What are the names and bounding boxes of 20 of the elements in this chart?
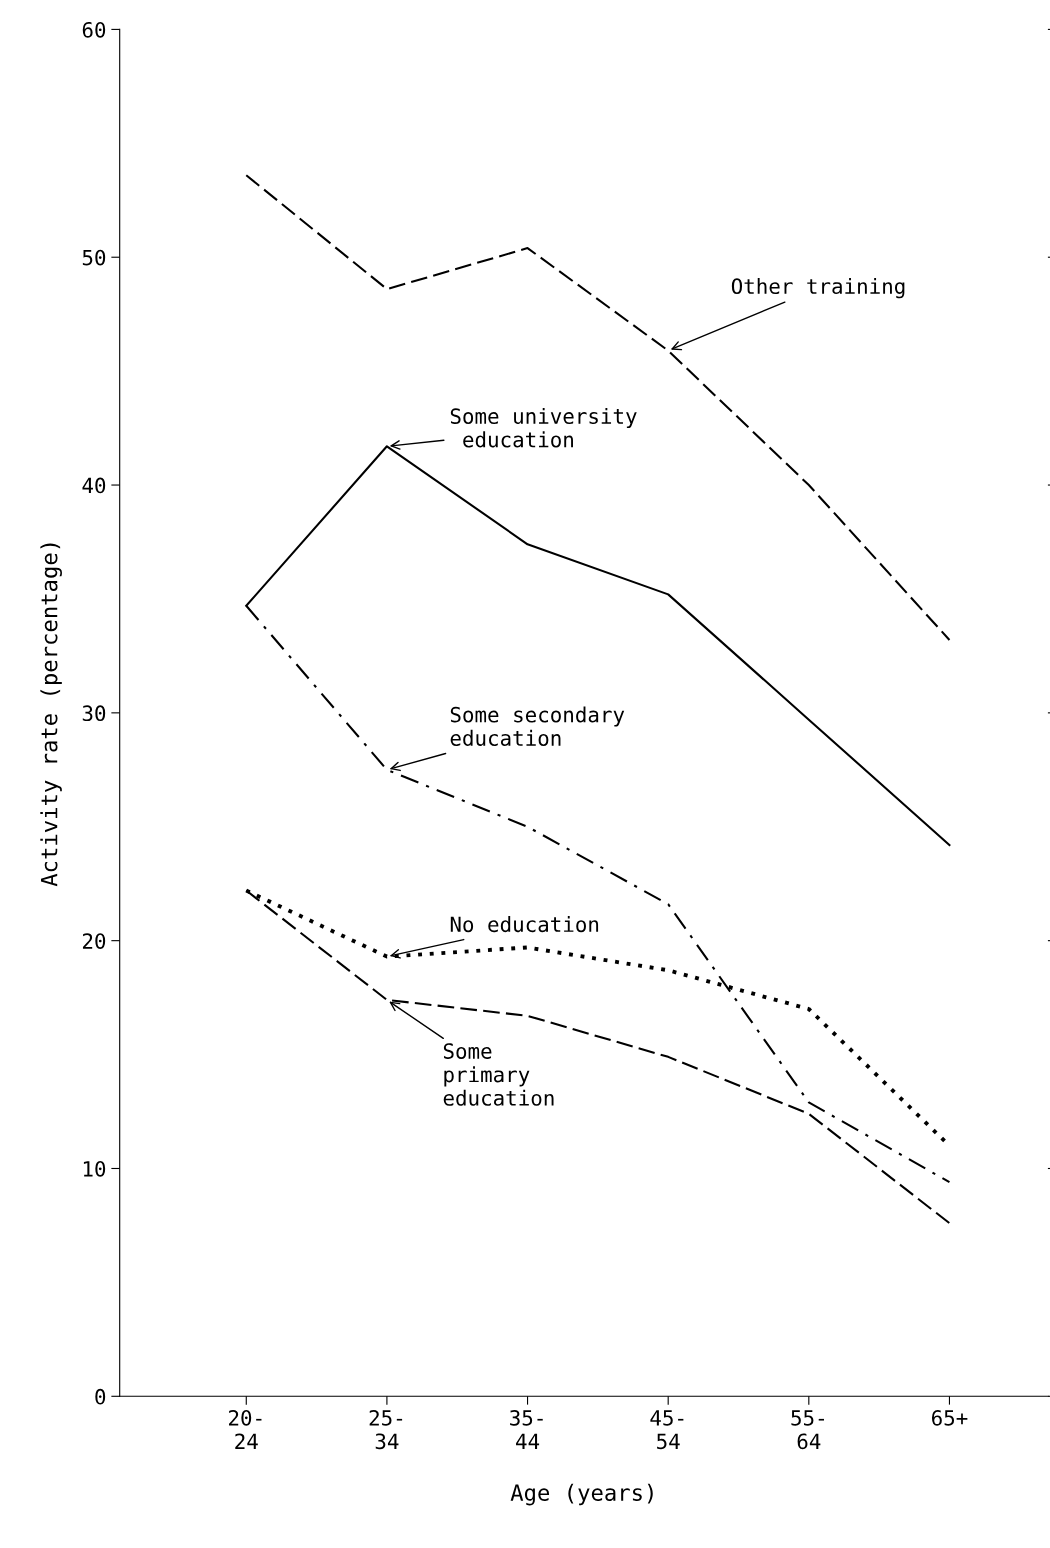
y-tick-label: 0: [95, 1388, 106, 1405]
y-axis-title: Activity rate (percentage): [40, 543, 62, 887]
annotation: No education: [450, 916, 599, 933]
y-tick-label: 20: [82, 933, 106, 949]
x-tick-label: 25- 34: [369, 1409, 403, 1450]
y-tick-label: 60: [82, 21, 106, 38]
y-tick-label: 10: [83, 1160, 106, 1177]
x-tick-label: 20- 24: [229, 1409, 262, 1449]
x-tick-label: 35- 44: [510, 1409, 543, 1449]
annotation: Some primary education: [443, 1043, 554, 1106]
annotation: Some secondary education: [450, 706, 625, 746]
x-tick-label: 55- 64: [791, 1410, 825, 1450]
x-tick-label: 65+: [932, 1409, 968, 1426]
x-axis-title: Age (years): [510, 1483, 653, 1506]
annotation: Some university education: [450, 407, 637, 448]
x-tick-label: 45- 54: [650, 1410, 684, 1450]
annotation: Other training: [731, 277, 905, 299]
y-tick-label: 50: [82, 249, 106, 266]
y-tick-label: 30: [82, 705, 106, 722]
y-tick-label: 40: [82, 477, 106, 494]
